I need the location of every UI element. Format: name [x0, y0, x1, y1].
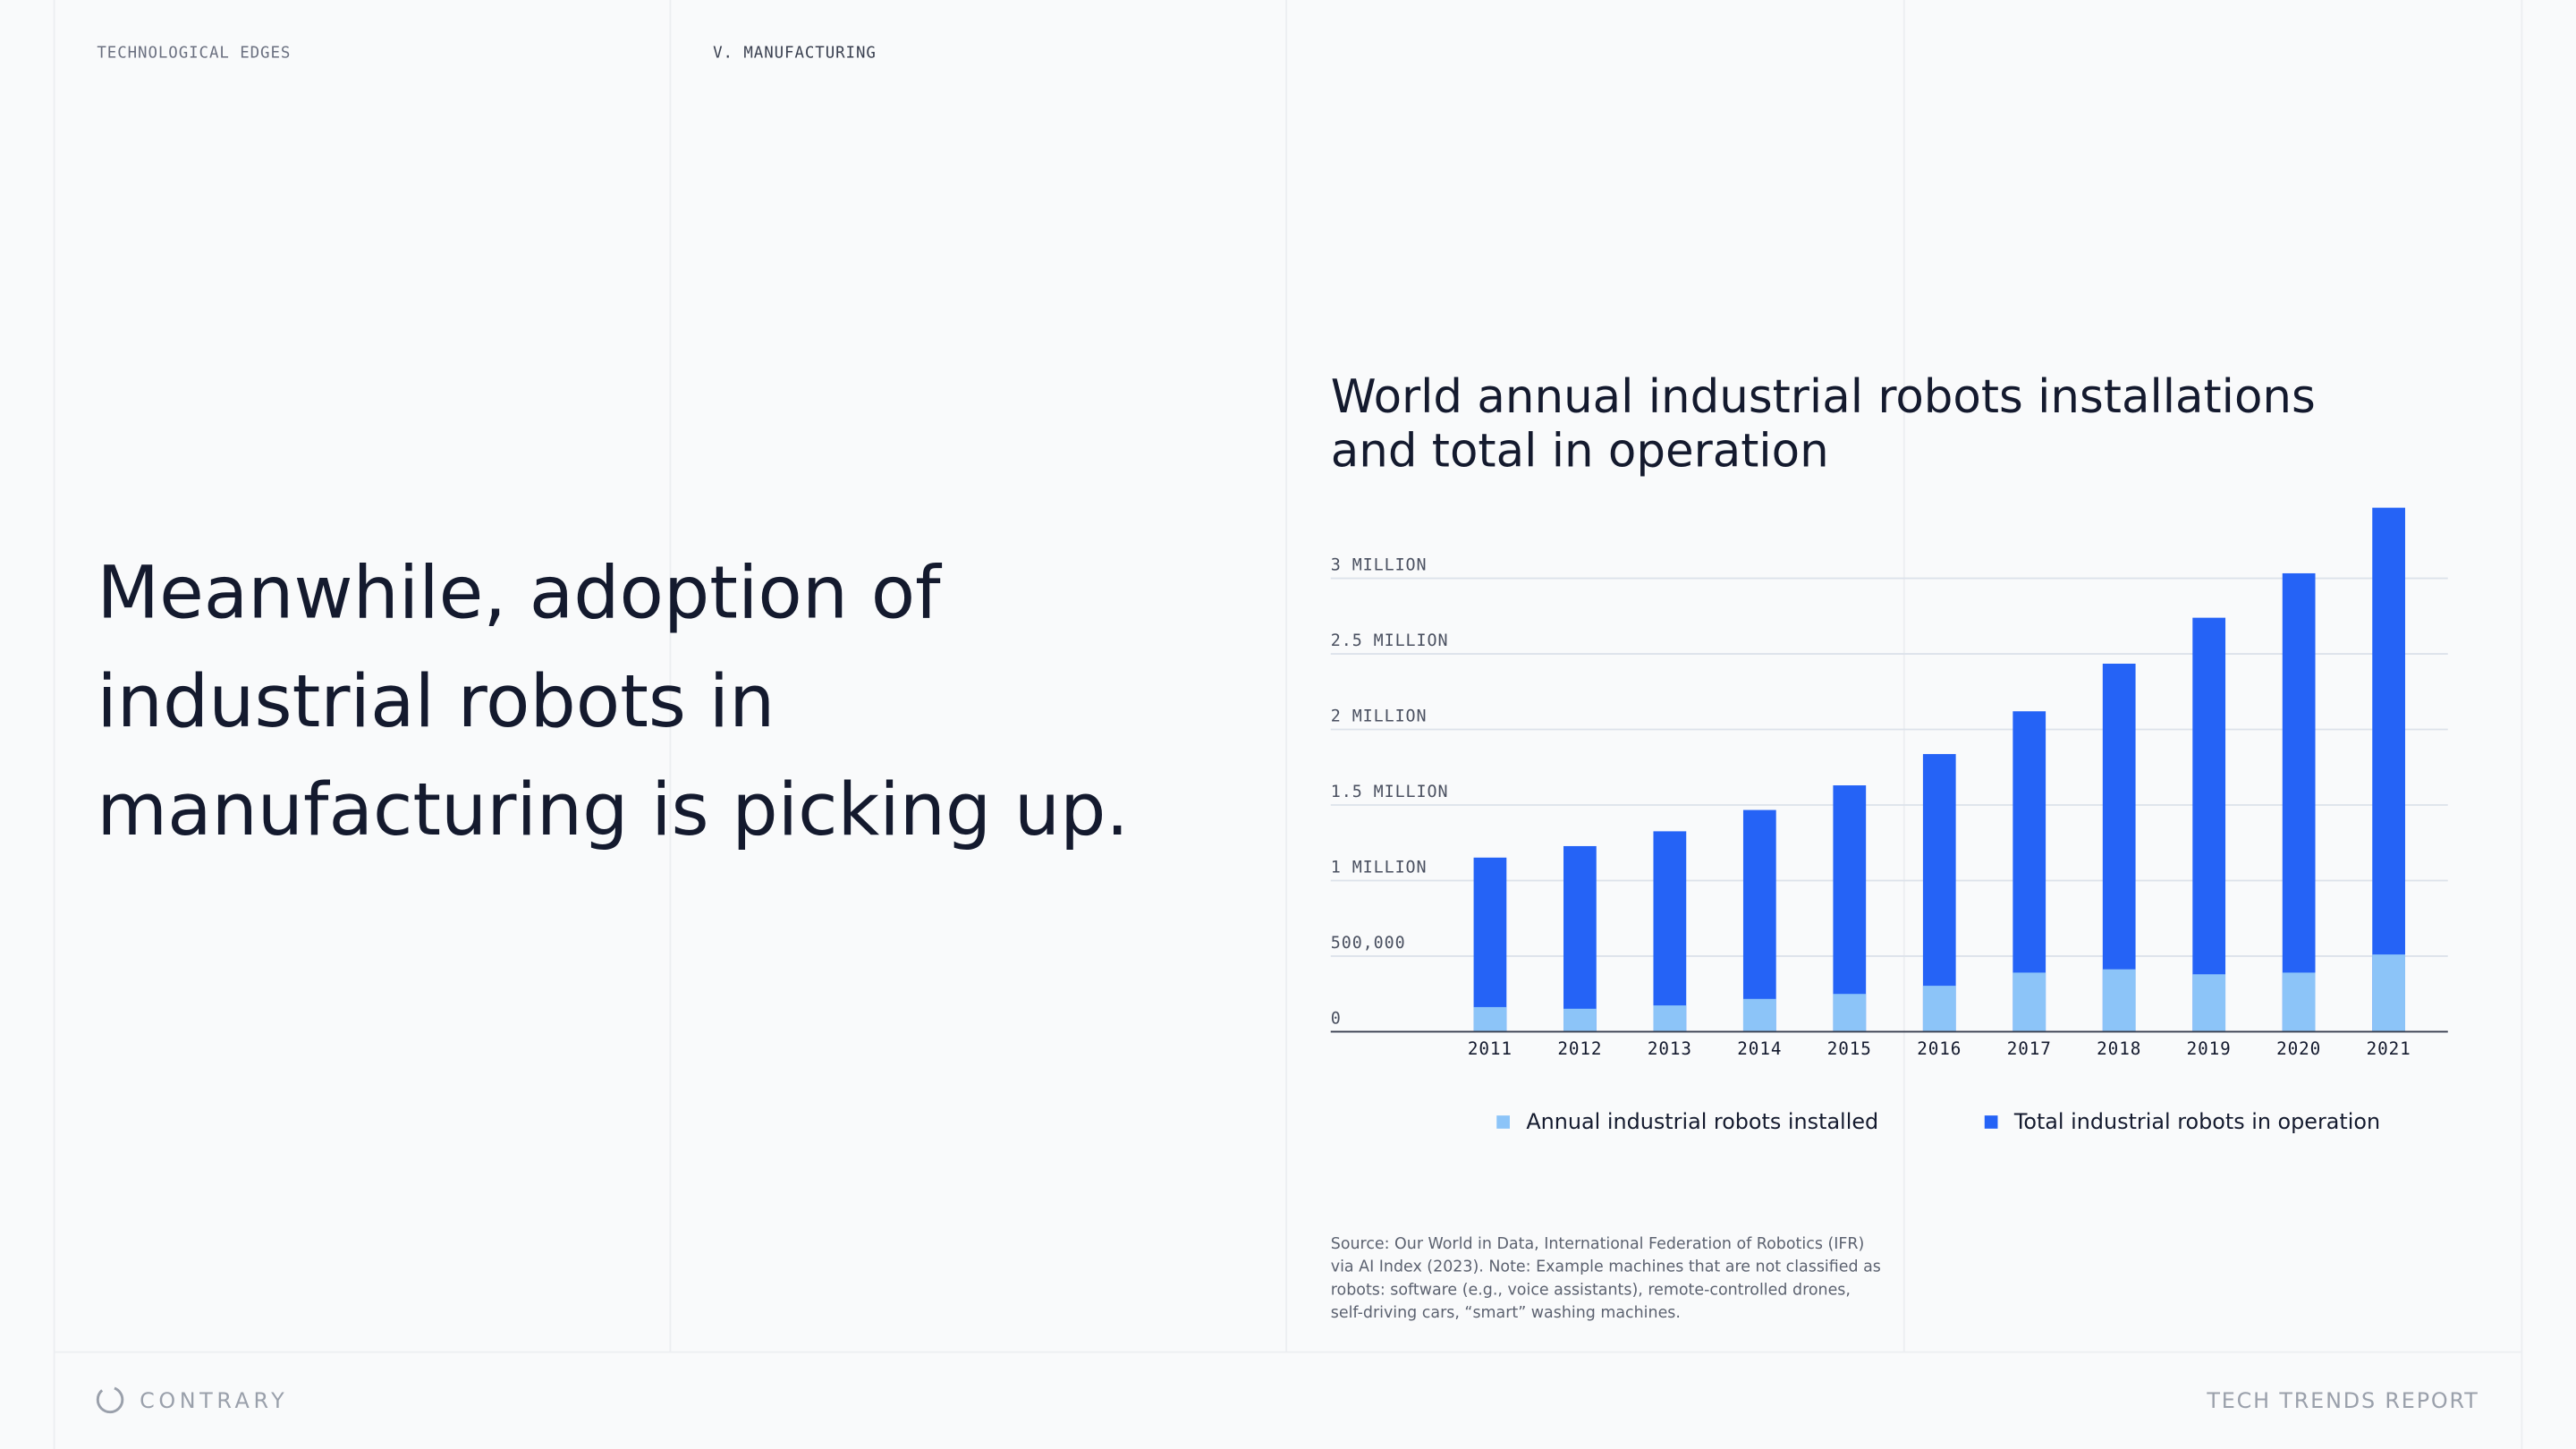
y-tick-label: 3 MILLION: [1331, 555, 1428, 574]
bar: [1653, 831, 1687, 1032]
chart: World annual industrial robots installat…: [1330, 370, 2448, 1134]
chapter-label: V. MANUFACTURING: [713, 44, 877, 62]
bar: [1742, 809, 1776, 1032]
chart-title: and total in operation: [1331, 425, 1829, 479]
bar: [2192, 974, 2226, 1032]
bar: [2282, 572, 2316, 1032]
bar: [1833, 994, 1867, 1032]
bar: [2012, 972, 2046, 1032]
bar: [1563, 1008, 1597, 1032]
legend-swatch: [1984, 1115, 1998, 1129]
legend-label: Total industrial robots in operation: [2013, 1109, 2380, 1134]
y-tick-label: 0: [1331, 1009, 1342, 1028]
source-line: robots: software (e.g., voice assistants…: [1331, 1281, 1851, 1299]
bar: [2102, 969, 2136, 1032]
source-line: Source: Our World in Data, International…: [1331, 1235, 1865, 1253]
bar: [1563, 845, 1597, 1032]
bar: [1473, 1006, 1507, 1032]
legend-label: Annual industrial robots installed: [1526, 1109, 1878, 1134]
y-tick-label: 2 MILLION: [1331, 707, 1428, 725]
y-tick-label: 1 MILLION: [1331, 858, 1428, 877]
bar: [2282, 972, 2316, 1032]
chart-title: World annual industrial robots installat…: [1331, 370, 2316, 424]
source-note: Source: Our World in Data, International…: [1331, 1235, 1881, 1322]
x-tick-label: 2011: [1468, 1038, 1513, 1059]
x-tick-label: 2013: [1648, 1038, 1692, 1059]
bar: [1473, 857, 1507, 1032]
x-tick-label: 2016: [1917, 1038, 1962, 1059]
frame: [53, 0, 2523, 1449]
legend-swatch: [1496, 1115, 1510, 1129]
logo-icon: [96, 1385, 124, 1414]
report-name: TECH TRENDS REPORT: [2206, 1388, 2479, 1413]
source-line: via AI Index (2023). Note: Example machi…: [1331, 1258, 1881, 1276]
x-tick-label: 2019: [2187, 1038, 2232, 1059]
x-tick-label: 2021: [2367, 1038, 2411, 1059]
source-line: self-driving cars, “smart” washing machi…: [1331, 1304, 1681, 1322]
x-tick-label: 2015: [1827, 1038, 1872, 1059]
bar: [2192, 617, 2226, 1032]
bar: [1922, 754, 1956, 1032]
headline-line: Meanwhile, adoption of: [97, 552, 942, 636]
headline-line: industrial robots in: [97, 660, 775, 744]
bar: [1653, 1005, 1687, 1032]
bar: [1742, 998, 1776, 1032]
headline: Meanwhile, adoption of industrial robots …: [97, 552, 1129, 852]
x-tick-label: 2012: [1557, 1038, 1602, 1059]
x-tick-label: 2017: [2007, 1038, 2052, 1059]
x-tick-label: 2018: [2097, 1038, 2141, 1059]
section-label: TECHNOLOGICAL EDGES: [97, 44, 291, 62]
y-tick-label: 500,000: [1331, 934, 1406, 953]
y-tick-label: 1.5 MILLION: [1331, 783, 1449, 801]
logo: CONTRARY: [96, 1385, 288, 1414]
bar: [1833, 785, 1867, 1032]
brand: CONTRARY: [140, 1388, 288, 1413]
x-tick-label: 2014: [1737, 1038, 1782, 1059]
y-tick-label: 2.5 MILLION: [1331, 631, 1449, 650]
bar: [2372, 507, 2405, 1032]
headline-line: manufacturing is picking up.: [97, 768, 1129, 852]
bar: [1922, 986, 1956, 1032]
bar: [2372, 954, 2405, 1032]
x-tick-label: 2020: [2276, 1038, 2321, 1059]
